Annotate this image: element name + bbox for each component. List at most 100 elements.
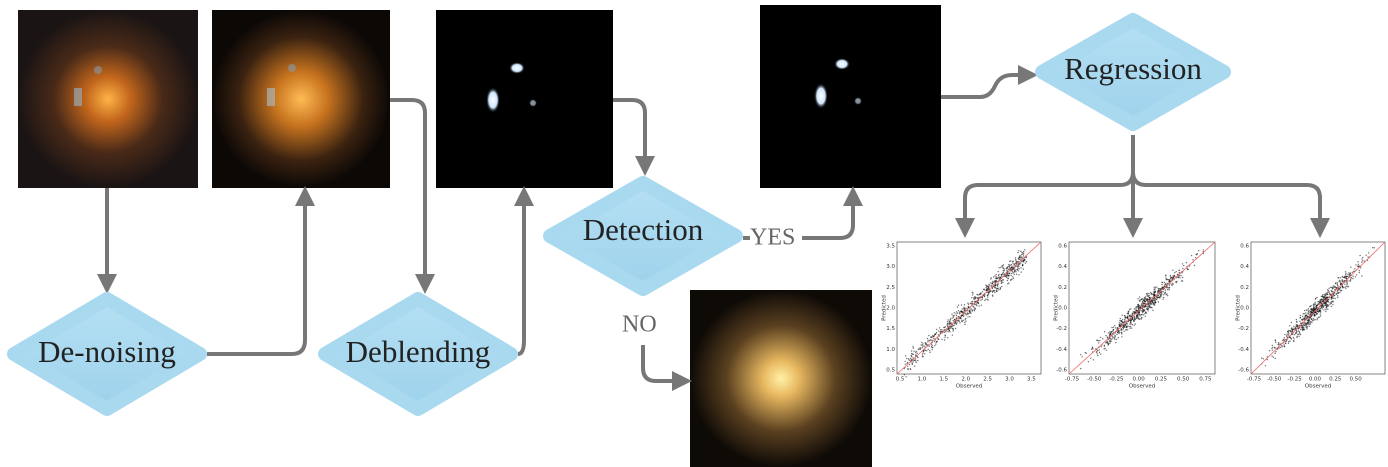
- point: [994, 287, 995, 288]
- point: [1333, 298, 1334, 299]
- point: [1114, 338, 1115, 339]
- point: [952, 334, 953, 335]
- point: [1147, 306, 1148, 307]
- point: [1165, 290, 1166, 291]
- point: [1153, 291, 1154, 292]
- point: [1149, 297, 1150, 298]
- point: [1293, 338, 1294, 339]
- point: [1333, 301, 1334, 302]
- point: [1012, 276, 1013, 277]
- point: [1180, 275, 1181, 276]
- point: [1145, 316, 1146, 317]
- y-tick-label: -0.4: [1238, 347, 1249, 353]
- point: [1314, 302, 1315, 303]
- point: [947, 323, 948, 324]
- point: [1343, 277, 1344, 278]
- point: [945, 335, 946, 336]
- point: [1009, 272, 1010, 273]
- point: [1020, 267, 1021, 268]
- point: [1319, 311, 1320, 312]
- point: [1018, 264, 1019, 265]
- point: [1334, 289, 1335, 290]
- point: [1023, 261, 1024, 262]
- point: [936, 329, 937, 330]
- point: [985, 287, 986, 288]
- point: [1115, 342, 1116, 343]
- point: [1127, 326, 1128, 327]
- point: [1339, 292, 1340, 293]
- point: [1147, 305, 1148, 306]
- point: [1111, 339, 1112, 340]
- point: [1275, 358, 1276, 359]
- point: [1327, 292, 1328, 293]
- point: [1311, 319, 1312, 320]
- point: [904, 361, 905, 362]
- point: [1020, 251, 1021, 252]
- point: [1016, 274, 1017, 275]
- x-tick-label: -0.75: [1247, 377, 1262, 383]
- point: [980, 300, 981, 301]
- point: [998, 267, 999, 268]
- point: [1135, 318, 1136, 319]
- point: [1274, 347, 1275, 348]
- point: [964, 308, 965, 309]
- point: [941, 339, 942, 340]
- point: [917, 357, 918, 358]
- point: [1099, 340, 1100, 341]
- y-tick-label: 0.4: [1240, 264, 1249, 270]
- point: [1148, 293, 1149, 294]
- point: [926, 350, 927, 351]
- point: [968, 306, 969, 307]
- point: [1170, 275, 1171, 276]
- point: [1303, 324, 1304, 325]
- point: [987, 299, 988, 300]
- point: [931, 344, 932, 345]
- scatter-plot: 0.51.01.52.02.53.03.50.51.01.52.02.53.03…: [873, 238, 1047, 402]
- point: [998, 289, 999, 290]
- point: [1147, 301, 1148, 302]
- point: [968, 313, 969, 314]
- point: [1302, 330, 1303, 331]
- point: [1372, 247, 1373, 248]
- point: [976, 303, 977, 304]
- point: [1342, 281, 1343, 282]
- point: [977, 297, 978, 298]
- point: [1168, 289, 1169, 290]
- point: [1001, 286, 1002, 287]
- point: [933, 338, 934, 339]
- point: [1119, 324, 1120, 325]
- point: [1306, 310, 1307, 311]
- point: [989, 285, 990, 286]
- point: [1327, 294, 1328, 295]
- point: [1340, 277, 1341, 278]
- point: [1100, 337, 1101, 338]
- point: [1141, 303, 1142, 304]
- point: [1323, 309, 1324, 310]
- point: [1129, 309, 1130, 310]
- point: [1307, 326, 1308, 327]
- point: [1317, 319, 1318, 320]
- point: [945, 331, 946, 332]
- point: [969, 310, 970, 311]
- point: [916, 362, 917, 363]
- point: [922, 354, 923, 355]
- point: [936, 332, 937, 333]
- point: [1123, 322, 1124, 323]
- point: [1012, 263, 1013, 264]
- y-tick-label: -0.6: [1056, 368, 1067, 374]
- point: [964, 304, 965, 305]
- point: [969, 316, 970, 317]
- point: [1293, 337, 1294, 338]
- pipeline-diagram: De-noising Deblending Detection Regressi…: [0, 0, 1388, 467]
- point: [1140, 318, 1141, 319]
- edge-label: NO: [622, 312, 657, 338]
- point: [988, 292, 989, 293]
- point: [941, 329, 942, 330]
- point: [959, 311, 960, 312]
- point: [922, 347, 923, 348]
- point: [1097, 340, 1098, 341]
- point: [1116, 334, 1117, 335]
- point: [1168, 281, 1169, 282]
- point: [921, 342, 922, 343]
- point: [1146, 293, 1147, 294]
